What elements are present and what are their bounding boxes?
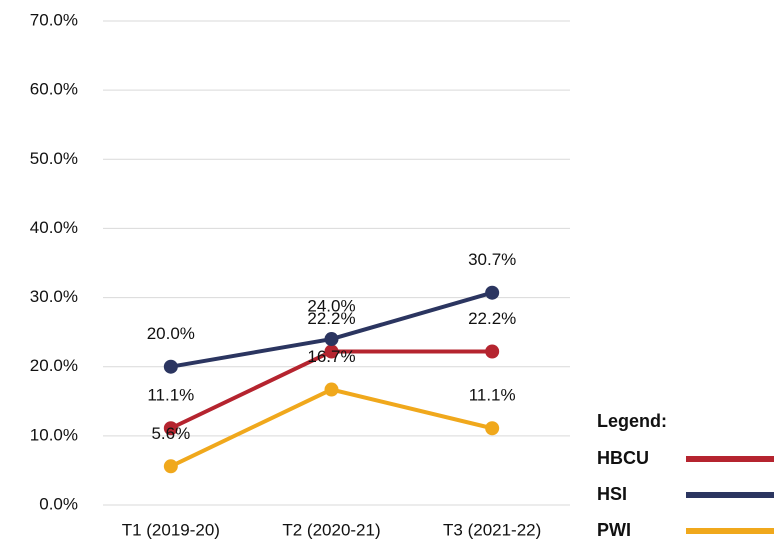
data-label: 11.1% <box>469 386 516 405</box>
legend-title: Legend: <box>597 411 667 431</box>
data-point <box>485 421 500 436</box>
series-line <box>169 387 493 469</box>
y-tick-label: 20.0% <box>30 356 78 375</box>
data-point <box>163 421 178 436</box>
y-tick-label: 0.0% <box>39 494 78 513</box>
data-label: 11.1% <box>147 386 194 405</box>
legend-label: PWI <box>597 520 631 540</box>
y-tick-label: 10.0% <box>30 425 78 444</box>
data-label: 22.2% <box>468 309 516 328</box>
legend-label: HSI <box>597 484 627 504</box>
y-tick-label: 70.0% <box>30 10 78 29</box>
y-tick-label: 50.0% <box>30 149 78 168</box>
y-tick-label: 30.0% <box>30 287 78 306</box>
data-label: 30.7% <box>468 250 516 269</box>
y-tick-label: 60.0% <box>30 80 78 99</box>
data-point <box>485 344 500 359</box>
data-point <box>485 285 500 300</box>
data-label: 22.2% <box>307 309 355 328</box>
x-tick-label: T2 (2020-21) <box>282 520 380 539</box>
data-point <box>163 459 178 474</box>
data-point <box>324 344 339 359</box>
data-label: 24.0% <box>307 297 355 316</box>
data-point <box>163 359 178 374</box>
legend-label: HBCU <box>597 448 649 468</box>
x-tick-label: T1 (2019-20) <box>122 520 220 539</box>
x-tick-label: T3 (2021-22) <box>443 520 541 539</box>
data-point <box>324 382 339 397</box>
data-label: 20.0% <box>147 324 195 343</box>
data-point <box>324 332 339 347</box>
data-label: 16.7% <box>307 347 355 366</box>
data-label: 5.6% <box>151 424 190 443</box>
y-tick-label: 40.0% <box>30 218 78 237</box>
